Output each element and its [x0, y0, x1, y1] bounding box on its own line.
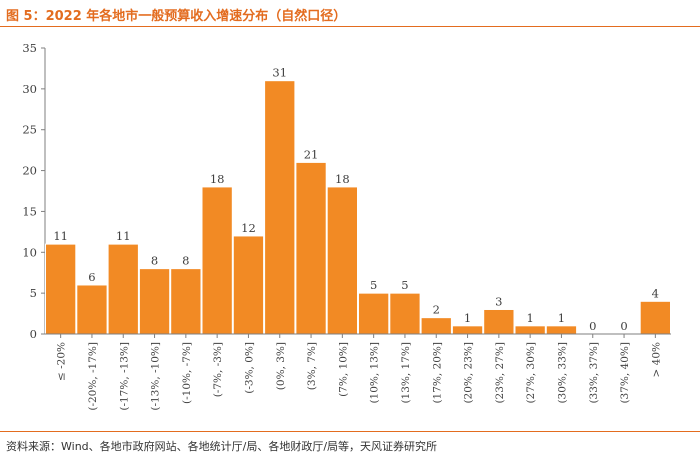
bar: [170, 268, 202, 335]
x-tick-label: ≤ -20%: [56, 342, 68, 381]
y-tick-label: 35: [22, 41, 37, 55]
bar: [514, 325, 546, 335]
x-tick-label: (-7%, -3%]: [212, 342, 224, 397]
bar: [451, 325, 484, 335]
data-label: 4: [652, 286, 659, 300]
bar: [483, 308, 515, 335]
x-tick-label: (7%, 10%]: [337, 342, 349, 397]
bar: [76, 284, 108, 335]
data-label: 8: [151, 254, 158, 268]
x-tick-label: (33%, 37%]: [588, 342, 600, 404]
data-label: 1: [558, 311, 565, 325]
data-label: 6: [88, 270, 95, 284]
data-label: 0: [620, 319, 627, 333]
data-label: 18: [210, 172, 225, 186]
bar: [639, 300, 672, 335]
bar: [326, 186, 359, 335]
x-tick-label: (20%, 23%]: [463, 342, 475, 404]
data-label: 21: [304, 147, 319, 161]
bar: [201, 186, 233, 335]
x-tick-label: (3%, 7%]: [306, 342, 318, 390]
x-tick-label: (-13%, -10%]: [150, 342, 162, 411]
source-rule: [0, 431, 700, 432]
bar: [420, 317, 452, 335]
bar: [545, 325, 578, 335]
data-label: 12: [241, 221, 256, 235]
x-tick-label: (10%, 13%]: [369, 342, 381, 404]
x-tick-label: (37%, 40%]: [619, 342, 631, 404]
x-tick-label: > 40%: [650, 342, 662, 377]
bar: [264, 80, 296, 335]
data-label: 18: [335, 172, 350, 186]
y-tick-label: 10: [22, 245, 37, 259]
data-label: 2: [433, 303, 440, 317]
x-tick-label: (30%, 33%]: [556, 342, 568, 404]
bar: [107, 243, 139, 335]
source-note: 资料来源：Wind、各地市政府网站、各地统计厅/局、各地财政厅/局等，天风证券研…: [6, 440, 438, 453]
x-tick-label: (17%, 20%]: [431, 342, 443, 404]
x-tick-label: (27%, 30%]: [525, 342, 537, 404]
bar: [138, 268, 171, 335]
y-tick-label: 15: [22, 204, 37, 218]
x-axis: ≤ -20% (-20%, -17%] (-17%, -13%] (-13%, -10…: [45, 333, 671, 411]
x-tick-label: (-10%, -7%]: [181, 342, 193, 404]
data-label: 1: [464, 311, 471, 325]
y-tick-label: 30: [22, 82, 37, 96]
data-label: 5: [401, 278, 408, 292]
data-label: 8: [182, 254, 189, 268]
bar: [45, 243, 77, 335]
data-label: 31: [272, 66, 287, 80]
bar: [295, 161, 327, 335]
x-tick-label: (-17%, -13%]: [118, 342, 130, 411]
x-tick-label: (13%, 17%]: [400, 342, 412, 404]
data-label: 11: [53, 229, 68, 243]
chart-title: 图 5：2022 年各地市一般预算收入增速分布（自然口径）: [6, 9, 347, 24]
y-axis: 0 5 10 15 20 25 30 35: [22, 41, 46, 341]
data-label: 1: [526, 311, 533, 325]
y-tick-label: 20: [22, 164, 37, 178]
y-tick-label: 25: [22, 123, 37, 137]
bar: [232, 235, 265, 335]
data-label: 5: [370, 278, 377, 292]
y-tick-label: 0: [30, 327, 37, 341]
data-label: 3: [495, 294, 502, 308]
y-tick-label: 5: [30, 286, 37, 300]
data-label: 0: [589, 319, 596, 333]
bar: [389, 292, 421, 335]
bar: [358, 292, 390, 335]
x-tick-label: (-20%, -17%]: [87, 342, 99, 411]
x-tick-label: (-3%, 0%]: [243, 342, 255, 394]
title-rule: [0, 26, 700, 27]
x-tick-label: (0%, 3%]: [275, 342, 287, 390]
data-label: 11: [116, 229, 131, 243]
bars: [45, 80, 672, 335]
x-tick-label: (23%, 27%]: [494, 342, 506, 404]
